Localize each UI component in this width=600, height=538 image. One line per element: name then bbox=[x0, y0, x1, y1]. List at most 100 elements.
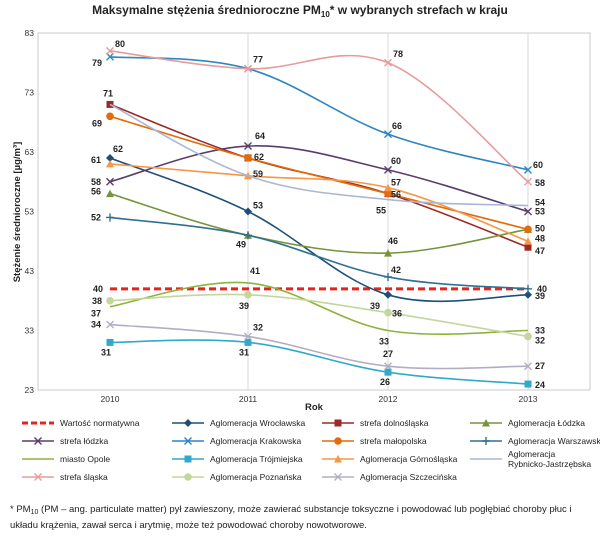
data-label: 40 bbox=[537, 284, 547, 294]
data-label: 47 bbox=[535, 246, 545, 256]
legend-label: strefa dolnośląska bbox=[360, 418, 429, 428]
series-marker bbox=[106, 213, 114, 222]
series-marker bbox=[244, 338, 252, 346]
data-label: 78 bbox=[393, 49, 403, 59]
data-label: 27 bbox=[535, 361, 545, 371]
series-path bbox=[109, 281, 529, 336]
data-label: 39 bbox=[535, 291, 545, 301]
series-marker bbox=[244, 154, 252, 162]
data-label: 49 bbox=[236, 239, 246, 249]
y-axis: 23 33 43 53 63 73 83 bbox=[25, 28, 35, 395]
series-marker bbox=[524, 177, 532, 186]
line-chart: Maksymalne stężenia średnioroczne PM10* … bbox=[12, 3, 600, 482]
series-marker bbox=[524, 290, 532, 299]
data-label: 32 bbox=[253, 322, 263, 332]
data-label: 80 bbox=[115, 39, 125, 49]
data-label: 61 bbox=[91, 155, 101, 165]
legend-item: strefa śląska bbox=[22, 472, 108, 482]
series-marker bbox=[244, 291, 252, 299]
y-tick-label: 73 bbox=[25, 88, 35, 98]
legend-label: strefa śląska bbox=[60, 472, 108, 482]
data-label: 53 bbox=[535, 207, 545, 217]
data-label: 60 bbox=[391, 156, 401, 166]
legend-label: Aglomeracja Poznańska bbox=[210, 472, 302, 482]
y-axis-label: Stężenie średnioroczne [µg/m³] bbox=[12, 142, 23, 283]
series-marker bbox=[106, 159, 114, 168]
series-marker bbox=[244, 332, 252, 341]
series-line bbox=[106, 153, 532, 303]
legend-marker bbox=[184, 419, 192, 427]
x-tick-label: 2010 bbox=[101, 394, 120, 404]
y-tick-label: 63 bbox=[25, 147, 35, 157]
y-tick-label: 33 bbox=[25, 326, 35, 336]
series-path bbox=[109, 115, 529, 231]
data-label: 50 bbox=[535, 223, 545, 233]
series-marker bbox=[384, 130, 392, 139]
series-marker bbox=[106, 189, 114, 198]
series-line bbox=[106, 320, 532, 371]
data-label: 41 bbox=[250, 266, 260, 276]
legend-label: Wartość normatywna bbox=[60, 418, 140, 428]
legend-item: Aglomeracja Poznańska bbox=[172, 472, 302, 482]
series-marker bbox=[384, 58, 392, 67]
legend-label: Aglomeracja Górnośląska bbox=[360, 454, 458, 464]
x-tick-label: 2011 bbox=[239, 394, 258, 404]
series-marker bbox=[524, 243, 532, 251]
legend-item: strefa dolnośląska bbox=[322, 418, 429, 428]
series-path bbox=[109, 163, 529, 242]
legend-marker bbox=[334, 419, 342, 427]
data-label: 39 bbox=[370, 301, 380, 311]
series-path bbox=[109, 323, 529, 370]
series-line bbox=[106, 112, 532, 234]
series-marker bbox=[106, 177, 114, 186]
data-label: 26 bbox=[380, 377, 390, 387]
series-path bbox=[109, 339, 529, 385]
legend-label: Aglomeracja Wrocławska bbox=[210, 418, 306, 428]
footnote: * PM10 (PM – ang. particulate matter) py… bbox=[10, 503, 595, 532]
series-marker bbox=[244, 207, 252, 216]
data-label: 37 bbox=[91, 309, 101, 319]
legend-marker bbox=[34, 437, 42, 445]
series-marker bbox=[524, 332, 532, 341]
legend-item: Aglomeracja Łódzka bbox=[470, 418, 585, 428]
footnote-star: * PM bbox=[10, 504, 31, 515]
legend-item: Aglomeracja Warszawska bbox=[470, 436, 600, 446]
data-label: 58 bbox=[535, 178, 545, 188]
series-marker bbox=[106, 52, 114, 61]
legend-label: Aglomeracja Krakowska bbox=[210, 436, 301, 446]
x-tick-label: 2012 bbox=[379, 394, 398, 404]
legend-item: miasto Opole bbox=[22, 454, 110, 464]
data-label: 38 bbox=[92, 296, 102, 306]
legend-item: Aglomeracja Szczecińska bbox=[322, 472, 457, 482]
x-tick-label: 2013 bbox=[519, 394, 538, 404]
legend-marker bbox=[334, 455, 342, 463]
data-label: 31 bbox=[239, 347, 249, 357]
legend-item: Aglomeracja Krakowska bbox=[172, 436, 301, 446]
legend-marker bbox=[34, 473, 42, 481]
data-label: 59 bbox=[253, 169, 263, 179]
data-label: 46 bbox=[388, 236, 398, 246]
series-marker bbox=[384, 272, 392, 281]
data-label: 48 bbox=[535, 233, 545, 243]
data-label: 79 bbox=[92, 58, 102, 68]
y-tick-label: 83 bbox=[25, 28, 35, 38]
series-layer bbox=[106, 46, 532, 388]
series-line bbox=[106, 213, 532, 293]
legend-marker bbox=[334, 473, 342, 481]
series-marker bbox=[524, 380, 532, 388]
chart-title: Maksymalne stężenia średnioroczne PM10* … bbox=[92, 3, 508, 19]
data-label: 77 bbox=[253, 55, 263, 65]
series-marker bbox=[106, 320, 114, 329]
legend-label: strefa łódzka bbox=[60, 436, 108, 446]
legend-label: miasto Opole bbox=[60, 454, 110, 464]
data-label: 58 bbox=[91, 177, 101, 187]
series-marker bbox=[384, 249, 392, 257]
y-tick-label: 43 bbox=[25, 266, 35, 276]
data-label: 60 bbox=[533, 160, 543, 170]
series-path bbox=[109, 293, 529, 338]
legend-label: Aglomeracja Rybnicko-Jastrzębska bbox=[508, 449, 591, 469]
series-marker bbox=[384, 165, 392, 174]
data-label: 62 bbox=[113, 144, 123, 154]
series-line bbox=[106, 291, 532, 341]
footnote-text: (PM – ang. particulate matter) pył zawie… bbox=[10, 504, 572, 531]
